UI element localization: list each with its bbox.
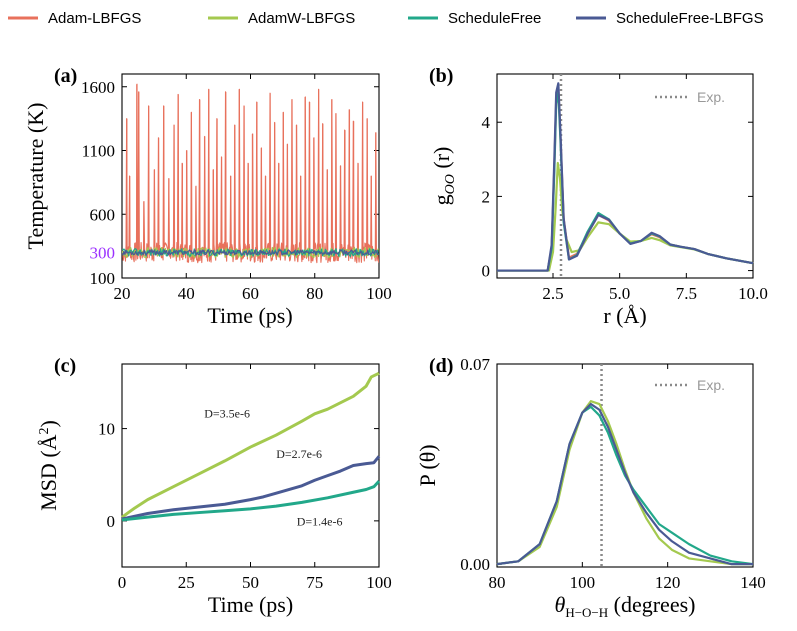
y-axis-label-main: g [429,194,454,205]
legend: Adam-LBFGS AdamW-LBFGS ScheduleFree Schedul… [8,10,764,27]
axes-frame [496,363,754,568]
panel-label: (a) [54,65,77,87]
axes-frame [496,73,754,279]
x-tick-label: 75 [306,573,323,592]
x-axis-label: Time (ps) [207,303,292,328]
y-axis-label: Temperature (K) [23,103,48,250]
series-schedulefree-line [122,248,379,257]
y-tick-label: 0.07 [460,355,490,374]
legend-label-schedulefree: ScheduleFree [448,10,541,27]
y-axis-label: P (θ) [415,444,440,486]
x-tick-label: 100 [366,573,392,592]
y-tick-label: 2 [482,187,491,206]
series-adamw-lbfgs-line [121,371,380,519]
x-axis-label-tail: (degrees) [608,592,695,617]
y-axis-label-tail: (r) [429,147,454,174]
x-tick-label: 0 [118,573,127,592]
y-axis-label-sub: OO [443,174,458,194]
series-adam-lbfgs-line [497,87,754,272]
x-axis-label: r (Å) [603,303,646,328]
series-schedulefree-lbfgs-line [121,455,381,521]
x-axis-label-sub: H−O−H [565,605,608,620]
legend-label-adamw-lbfgs: AdamW-LBFGS [248,10,355,27]
y-axis-label-sup: 2 [37,427,52,434]
legend-item-schedulefree: ScheduleFree [408,10,541,27]
series-schedulefree-line [496,405,754,566]
y-axis-label: MSD (Å2) [36,420,61,511]
y-tick-label: 10 [98,420,115,439]
legend-label-adam-lbfgs: Adam-LBFGS [48,10,141,27]
legend-item-schedulefree-lbfgs: ScheduleFree-LBFGS [576,10,764,27]
x-axis-label: Time (ps) [208,592,293,617]
panel-label: (c) [54,355,76,377]
x-tick-label: 25 [178,573,195,592]
diffusion-annotation: D=2.7e-6 [276,447,322,461]
legend-label-schedulefree-lbfgs: ScheduleFree-LBFGS [616,10,764,27]
x-tick-label: 50 [242,573,259,592]
x-tick-label: 100 [570,573,596,592]
legend-item-adam-lbfgs: Adam-LBFGS [8,10,141,27]
series-schedulefree-lbfgs-line [122,249,379,256]
x-tick-label: 60 [242,284,259,303]
exp-legend-label: Exp. [697,89,725,105]
x-tick-label: 10.0 [738,284,768,303]
diffusion-annotation: D=1.4e-6 [297,514,343,528]
series-schedulefree-lbfgs-line [496,402,753,566]
exp-legend-label: Exp. [697,377,725,393]
panel-label: (d) [429,355,453,377]
y-tick-label: 1600 [81,78,115,97]
x-tick-label: 140 [740,573,766,592]
series-schedulefree-lbfgs-line [497,82,754,272]
series-schedulefree-line [497,91,754,272]
series-adamw-lbfgs-line [496,400,753,566]
y-axis-label-tail: ) [36,420,61,427]
x-tick-label: 80 [489,573,506,592]
x-axis-label-main: θ [555,592,566,617]
panel-d-angle-distribution: 80 100 120 140 0.00 0.07 (d) Exp. θH−O−H (degree… [415,355,766,620]
y-tick-label: 0 [482,262,491,281]
x-tick-label: 2.5 [542,284,563,303]
y-tick-label: 100 [90,269,116,288]
panel-a-temperature: 20 40 60 80 100 100 600 1100 1600(a) 300 Time (ps)… [23,65,392,328]
y-axis-label-main: MSD (Å [36,434,61,511]
diffusion-annotation: D=3.5e-6 [204,407,250,421]
y-tick-label-highlight: 300 [90,244,116,263]
y-tick-label: 1100 [82,142,115,161]
y-axis-label: gOO (r) [429,147,458,206]
x-tick-label: 80 [306,284,323,303]
y-tick-label: 0 [107,512,116,531]
x-tick-label: 5.0 [609,284,630,303]
legend-item-adamw-lbfgs: AdamW-LBFGS [208,10,355,27]
plot-area [122,83,379,264]
panel-label: (b) [429,65,453,87]
x-tick-label: 100 [366,284,392,303]
panel-b-rdf: 2.5 5.0 7.5 10.0 0 2 4 (b) Exp. r (Å) gOO (r) [429,65,768,328]
y-tick-label: 0.00 [460,555,490,574]
x-tick-label: 40 [178,284,195,303]
panel-c-msd: 0 25 50 75 100 0 10 (c) D=3.5e-6 D=2.7e-6 D=1.4e-6… [36,355,392,617]
x-tick-label: 7.5 [676,284,697,303]
x-axis-label: θH−O−H (degrees) [555,592,696,620]
y-tick-label: 4 [482,113,491,132]
series-schedulefree-line [121,480,381,522]
axes-frame [121,363,380,568]
x-tick-label: 20 [114,284,131,303]
x-tick-label: 120 [655,573,681,592]
y-tick-label: 600 [90,205,116,224]
